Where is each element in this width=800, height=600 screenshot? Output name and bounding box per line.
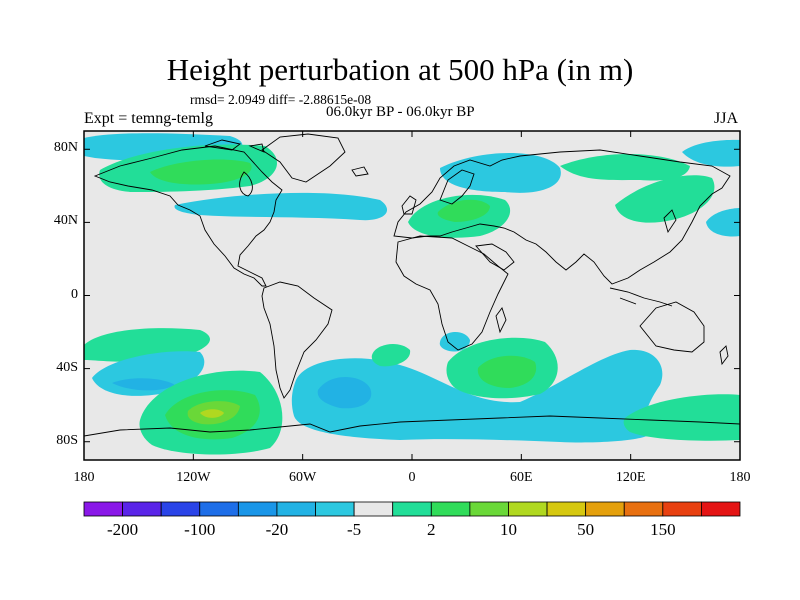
coastline-new-zealand: [719, 345, 729, 366]
anomaly-region-negative: [174, 192, 388, 221]
anomaly-region-negative: [440, 153, 561, 193]
coastline-greenland: [261, 133, 346, 183]
colorbar-swatch: [237, 501, 278, 517]
colorbar-swatch: [662, 501, 702, 517]
coastline-antarctica: [84, 415, 740, 437]
coastline-africa: [395, 235, 509, 351]
longitude-label: 120W: [176, 470, 211, 485]
latitude-label: 80N: [53, 140, 78, 156]
colorbar-label: 10: [499, 520, 517, 539]
anomaly-region-positive: [477, 355, 537, 388]
latitude-label: 80S: [56, 432, 78, 448]
experiment-label: Expt = temng-temlg: [84, 110, 213, 127]
axis-ticks: [83, 131, 741, 460]
colorbar-swatch: [83, 501, 123, 517]
colorbar-swatch: [469, 501, 509, 517]
coastline-scandinavia: [439, 169, 475, 205]
colorbar-label: 2: [427, 520, 436, 539]
anomaly-region-positive: [560, 154, 690, 181]
colorbar-swatch: [546, 501, 587, 517]
colorbar-swatch: [508, 501, 548, 517]
colorbar-swatch: [315, 501, 355, 517]
anomaly-region-negative: [439, 331, 470, 352]
colorbar-swatch: [199, 501, 239, 517]
longitude-label: 180: [729, 470, 751, 485]
coastline-iceland: [351, 166, 369, 177]
colorbar-label: -20: [265, 520, 289, 539]
coastline-british-isles: [401, 195, 417, 215]
colorbar-swatch: [701, 501, 741, 517]
longitude-label: 120E: [615, 470, 646, 485]
colorbar-swatch: [430, 501, 471, 517]
coastlines: [84, 133, 740, 437]
coastline-south-america: [261, 281, 333, 399]
colorbar-swatch: [160, 501, 201, 517]
longitude-label: 60W: [289, 470, 317, 485]
coastline-japan: [663, 209, 677, 234]
anomaly-region-negative: [291, 349, 663, 443]
anomaly-region-positive: [200, 409, 224, 418]
height-anomaly-field: [84, 133, 740, 455]
coastline-eurasia: [393, 149, 731, 285]
colorbar-label: -5: [347, 520, 362, 539]
coastline-arabia: [475, 243, 515, 271]
anomaly-region-negative: [682, 139, 740, 167]
period-text: 06.0kyr BP - 06.0kyr BP: [326, 104, 475, 120]
colorbar-label: -200: [106, 520, 139, 539]
anomaly-region-positive: [623, 394, 740, 441]
colorbar-swatch: [276, 501, 316, 517]
longitude-label: 180: [73, 470, 95, 485]
latitude-label: 40S: [56, 359, 78, 375]
colorbar-swatch: [392, 501, 432, 517]
colorbar-label: 150: [650, 520, 676, 539]
longitude-label: 0: [408, 470, 416, 485]
colorbar: [83, 501, 741, 517]
anomaly-region-negative: [706, 208, 740, 237]
colorbar-swatch: [623, 501, 664, 517]
latitude-label: 40N: [53, 213, 78, 229]
anomaly-region-negative: [317, 377, 372, 409]
colorbar-swatch: [353, 501, 394, 517]
longitude-label: 60E: [510, 470, 533, 485]
season-label: JJA: [714, 110, 739, 127]
colorbar-label: -100: [184, 520, 216, 539]
coastline-arctic-islands: [204, 139, 265, 153]
anomaly-region-positive: [371, 343, 411, 367]
colorbar-swatch: [585, 501, 625, 517]
anomaly-region-positive: [437, 199, 490, 222]
coastline-hudson-bay: [239, 171, 253, 197]
coastline-madagascar: [495, 307, 507, 334]
anomaly-region-positive: [150, 159, 252, 185]
statistics-text: rmsd= 2.0949 diff= -2.88615e-08: [190, 92, 372, 107]
colorbar-swatch: [122, 501, 162, 517]
map-title: Height perturbation at 500 hPa (in m): [166, 52, 634, 87]
anomaly-region-positive: [615, 175, 715, 223]
coastline-north-america: [93, 145, 283, 287]
coastline-indonesia: [609, 287, 673, 307]
anomaly-region-negative: [112, 378, 175, 391]
colorbar-label: 50: [577, 520, 595, 539]
latitude-label: 0: [71, 286, 78, 302]
coastline-australia: [639, 301, 705, 353]
